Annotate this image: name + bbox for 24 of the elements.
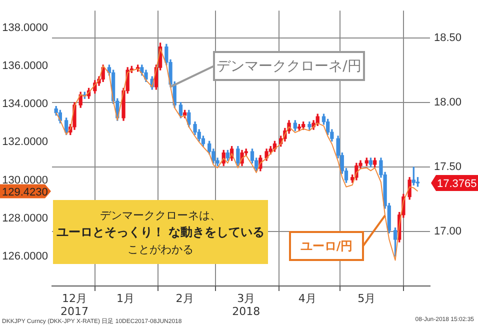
x-tick-label: 12月 2017: [60, 292, 88, 318]
y-tick-label: 128.0000: [2, 212, 48, 224]
y2-tick-label: 17.50: [434, 161, 462, 174]
x-tick-label: 3月 2018: [232, 292, 260, 318]
x-tick-label: 4月: [298, 292, 316, 306]
y2-tick-label: 18.00: [434, 96, 462, 108]
y-tick-label: 136.0000: [2, 60, 48, 72]
x-tick-label: 5月: [358, 292, 376, 306]
y-tick-label: 138.0000: [2, 22, 48, 34]
x-tick-label: 1月: [116, 292, 135, 306]
x-tick-label: 2月: [176, 292, 194, 306]
annotation: ユーロ/円: [300, 239, 353, 254]
text: 129.4230: [2, 186, 48, 198]
annotation: デンマーククローネは、: [99, 208, 222, 224]
y2-tick-label: 17.00: [434, 226, 462, 238]
y-tick-label: 132.0000: [2, 136, 48, 148]
text: 17.3765: [437, 178, 477, 190]
y2-tick-label: 18.50: [434, 32, 462, 44]
y-tick-label: 134.0000: [2, 98, 48, 110]
annotation: デンマーククローネ/円: [216, 58, 362, 75]
y-tick-label: 130.0000: [2, 174, 48, 186]
annotation: ことがわかる: [126, 242, 194, 258]
y-tick-label: 126.0000: [2, 250, 48, 262]
annotation: ユーロとそっくり！ な動きをしている: [55, 224, 266, 240]
